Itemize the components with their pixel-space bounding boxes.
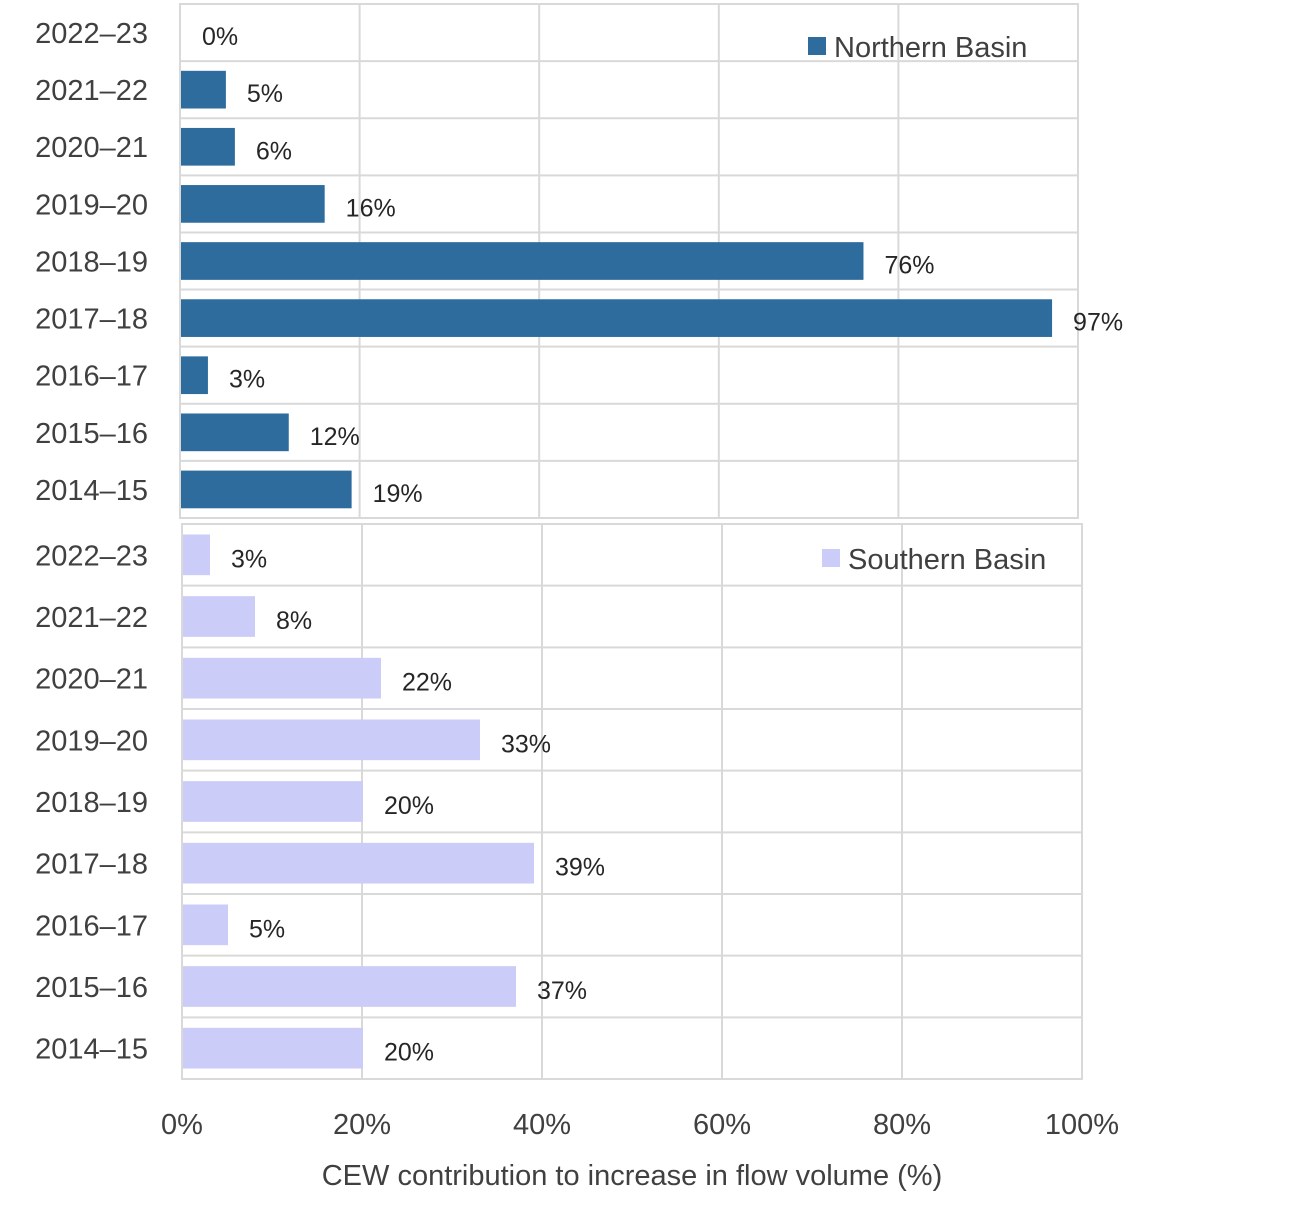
- panel-2-data-label: 20%: [384, 792, 434, 820]
- panel-2-bar: [183, 842, 534, 884]
- panel-1-category-label: 2021–22: [35, 75, 148, 107]
- panel-1-bar: [181, 185, 325, 223]
- panel-2-legend-label: Southern Basin: [848, 544, 1046, 576]
- panel-1-data-label: 0%: [202, 23, 238, 51]
- panel-2-data-label: 8%: [276, 607, 312, 635]
- x-axis-tick-label: 40%: [513, 1109, 571, 1141]
- panel-1-data-label: 6%: [256, 137, 292, 165]
- panel-1-data-label: 3%: [229, 366, 265, 394]
- x-axis-tick-label: 100%: [1045, 1109, 1119, 1141]
- panel-1-category-label: 2018–19: [35, 246, 148, 278]
- panel-2-bar: [183, 904, 228, 946]
- panel-1-plot-frame: [179, 3, 1079, 519]
- panel-1-legend-label: Northern Basin: [834, 32, 1027, 64]
- panel-2-bar: [183, 596, 255, 637]
- x-axis-title: CEW contribution to increase in flow vol…: [322, 1160, 943, 1192]
- panel-1-category-label: 2022–23: [35, 18, 148, 50]
- panel-1-data-label: 5%: [247, 80, 283, 108]
- panel-1-category-label: 2016–17: [35, 361, 148, 393]
- panel-1-data-label: 16%: [346, 194, 396, 222]
- panel-2-bar: [183, 719, 480, 761]
- panel-2-data-label: 5%: [249, 915, 285, 943]
- panel-1-category-label: 2020–21: [35, 132, 148, 164]
- panel-2-legend-swatch: [822, 549, 840, 567]
- x-axis-tick-label: 80%: [873, 1109, 931, 1141]
- panel-2-bar: [183, 534, 210, 576]
- panel-1-category-label: 2017–18: [35, 304, 148, 336]
- panel-1-data-label: 19%: [373, 480, 423, 508]
- panel-1-legend-swatch: [808, 37, 826, 55]
- x-axis-tick-label: 20%: [333, 1109, 391, 1141]
- panel-2-category-label: 2017–18: [35, 849, 148, 881]
- panel-2-category-label: 2018–19: [35, 787, 148, 819]
- panel-1-data-label: 76%: [884, 252, 934, 280]
- panel-1-category-label: 2019–20: [35, 189, 148, 221]
- panel-1-bar: [181, 470, 352, 509]
- panel-1-bar: [181, 356, 208, 395]
- panel-2-bar: [183, 1027, 363, 1069]
- panel-2-category-label: 2020–21: [35, 664, 148, 696]
- panel-1-data-label: 12%: [310, 423, 360, 451]
- panel-2-data-label: 39%: [555, 854, 605, 882]
- x-axis-tick-label: 60%: [693, 1109, 751, 1141]
- panel-2-category-label: 2014–15: [35, 1034, 148, 1066]
- panel-1-category-label: 2015–16: [35, 418, 148, 450]
- panel-2-data-label: 22%: [402, 669, 452, 697]
- x-axis-tick-label: 0%: [161, 1109, 203, 1141]
- panel-2-category-label: 2016–17: [35, 910, 148, 942]
- panel-2-category-label: 2022–23: [35, 540, 148, 572]
- panel-1-bar: [181, 299, 1053, 337]
- panel-1-data-label: 97%: [1073, 309, 1123, 337]
- panel-1-bar: [181, 242, 864, 280]
- panel-2-bar: [183, 657, 381, 699]
- panel-2-category-label: 2015–16: [35, 972, 148, 1004]
- panel-2-bar: [183, 781, 363, 822]
- panel-2-plot-frame: [181, 523, 1083, 1080]
- panel-2-category-label: 2019–20: [35, 725, 148, 757]
- panel-2-data-label: 20%: [384, 1039, 434, 1067]
- panel-1-bar: [181, 127, 235, 166]
- panel-2-data-label: 3%: [231, 545, 267, 573]
- panel-1-category-label: 2014–15: [35, 475, 148, 507]
- panel-2-data-label: 37%: [537, 977, 587, 1005]
- panel-1-bar: [181, 70, 226, 109]
- panel-2-category-label: 2021–22: [35, 602, 148, 634]
- panel-2-data-label: 33%: [501, 730, 551, 758]
- panel-1-bar: [181, 413, 289, 452]
- panel-2-bar: [183, 966, 516, 1007]
